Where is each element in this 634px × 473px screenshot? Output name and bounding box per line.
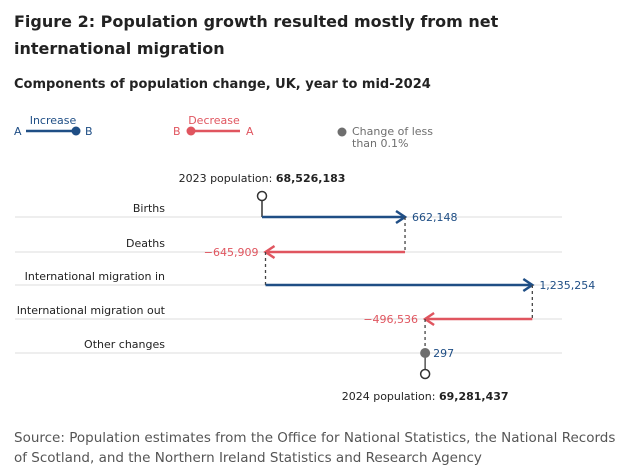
legend-decrease-label: Decrease: [188, 114, 240, 127]
row-label-0: Births: [133, 202, 165, 215]
row-label-1: Deaths: [126, 237, 165, 250]
legend-increase-to: B: [85, 125, 93, 138]
value-label-1: −645,909: [204, 246, 259, 259]
row-label-4: Other changes: [84, 338, 165, 351]
end-population-label: 2024 population: 69,281,437: [342, 390, 509, 403]
legend-decrease-to: B: [173, 125, 181, 138]
value-label-3: −496,536: [363, 313, 418, 326]
start-population-label: 2023 population: 68,526,183: [179, 172, 346, 185]
source-note: Source: Population estimates from the Of…: [14, 430, 616, 466]
figure-title: Figure 2: Population growth resulted mos…: [14, 12, 499, 58]
legend-decrease-dot: [186, 126, 196, 136]
legend-increase-from: A: [14, 125, 22, 138]
legend-increase-dot: [71, 126, 81, 136]
end-marker: [419, 368, 431, 380]
row-label-3: International migration out: [17, 304, 166, 317]
legend-small-label-2: than 0.1%: [352, 137, 408, 150]
small-change-dot: [420, 348, 431, 358]
start-marker: [256, 190, 268, 202]
chart-subtitle: Components of population change, UK, yea…: [14, 77, 431, 92]
legend-increase-label: Increase: [30, 114, 77, 127]
legend-small-dot: [337, 127, 347, 137]
legend-small-label: Change of less: [352, 125, 433, 138]
value-label-0: 662,148: [412, 211, 458, 224]
row-label-2: International migration in: [25, 270, 165, 283]
value-label-2: 1,235,254: [539, 279, 595, 292]
value-label-4: 297: [433, 347, 454, 360]
legend-decrease-from: A: [246, 125, 254, 138]
